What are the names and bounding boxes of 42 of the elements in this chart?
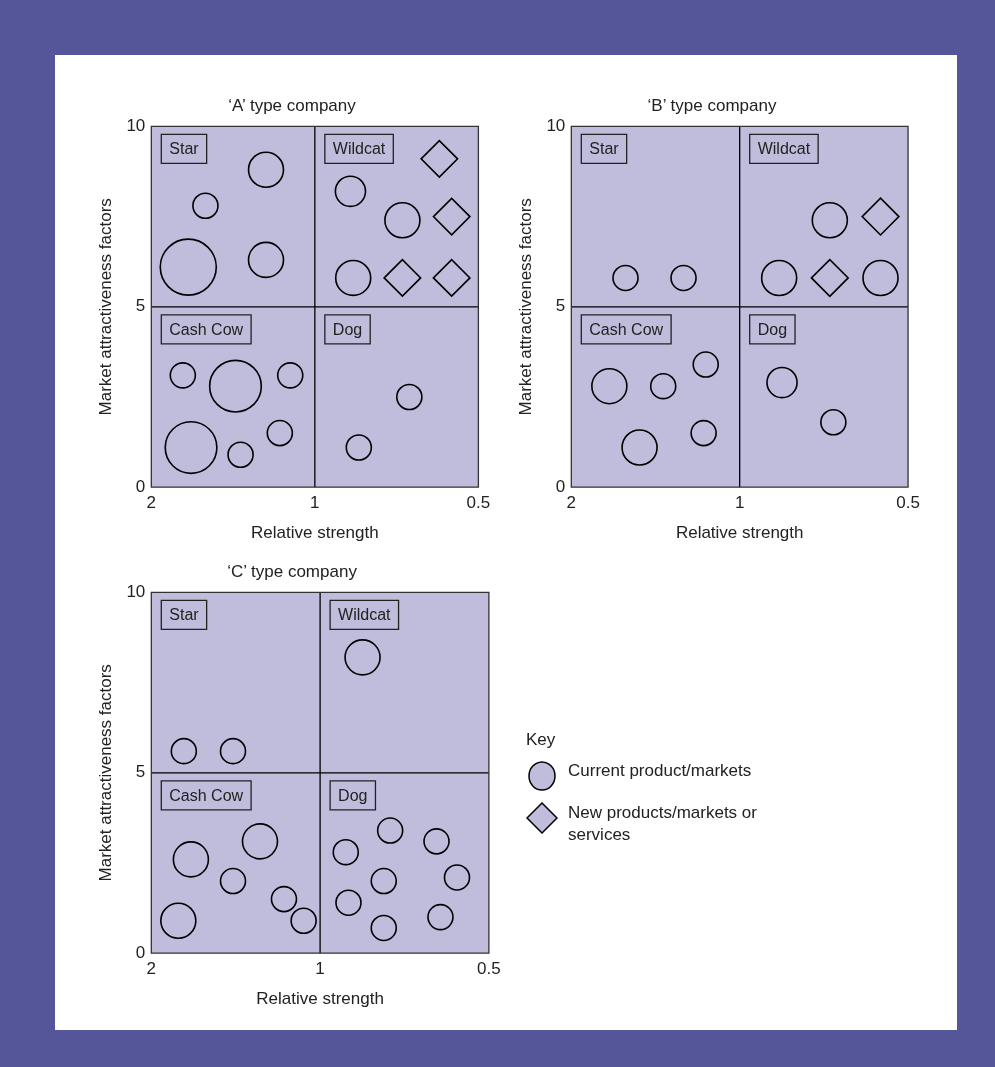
legend-label: New products/markets or services <box>568 802 758 846</box>
annotation: Star <box>589 140 620 158</box>
annotation: Star <box>169 140 200 158</box>
x-axis-title: Relative strength <box>251 523 379 543</box>
x-tick-label: 1 <box>734 493 745 513</box>
y-tick-label: 0 <box>135 942 146 962</box>
x-tick-label: 0.5 <box>896 493 920 513</box>
y-tick-label: 10 <box>546 116 566 136</box>
annotation: Wildcat <box>332 140 386 158</box>
annotation: Dog <box>757 320 788 338</box>
legend-title: Key <box>526 730 557 750</box>
y-tick-label: 0 <box>555 476 566 496</box>
x-tick-label: 0.5 <box>477 959 501 979</box>
annotation: Dog <box>338 786 368 804</box>
y-axis-title: Market attractiveness factors <box>95 664 115 882</box>
y-tick-label: 0 <box>135 476 146 496</box>
annotation: Dog <box>332 320 363 338</box>
y-axis-title: Market attractiveness factors <box>95 198 115 416</box>
y-tick-label: 5 <box>555 296 566 316</box>
annotation: Cash Cow <box>169 320 244 338</box>
x-axis-title: Relative strength <box>675 523 804 543</box>
x-tick-label: 2 <box>146 959 157 979</box>
y-tick-label: 5 <box>135 296 146 316</box>
chart-title: ‘C’ type company <box>227 561 358 581</box>
y-tick-label: 10 <box>126 582 146 602</box>
x-tick-label: 1 <box>310 493 320 513</box>
legend-label: Current product/markets <box>568 760 752 782</box>
x-tick-label: 2 <box>566 493 577 513</box>
y-tick-label: 5 <box>135 762 146 782</box>
annotation: Cash Cow <box>169 786 244 804</box>
annotation: Star <box>169 606 200 624</box>
x-axis-title: Relative strength <box>256 989 384 1009</box>
annotation: Wildcat <box>338 606 392 624</box>
annotation: Cash Cow <box>589 320 664 338</box>
chart-title: ‘B’ type company <box>647 95 777 115</box>
y-axis-title: Market attractiveness factors <box>515 198 535 416</box>
x-tick-label: 2 <box>146 493 157 513</box>
y-tick-label: 10 <box>126 116 146 136</box>
chart-title: ‘A’ type company <box>228 95 357 115</box>
annotation: Wildcat <box>757 140 811 158</box>
x-tick-label: 1 <box>315 959 325 979</box>
x-tick-label: 0.5 <box>466 493 491 513</box>
